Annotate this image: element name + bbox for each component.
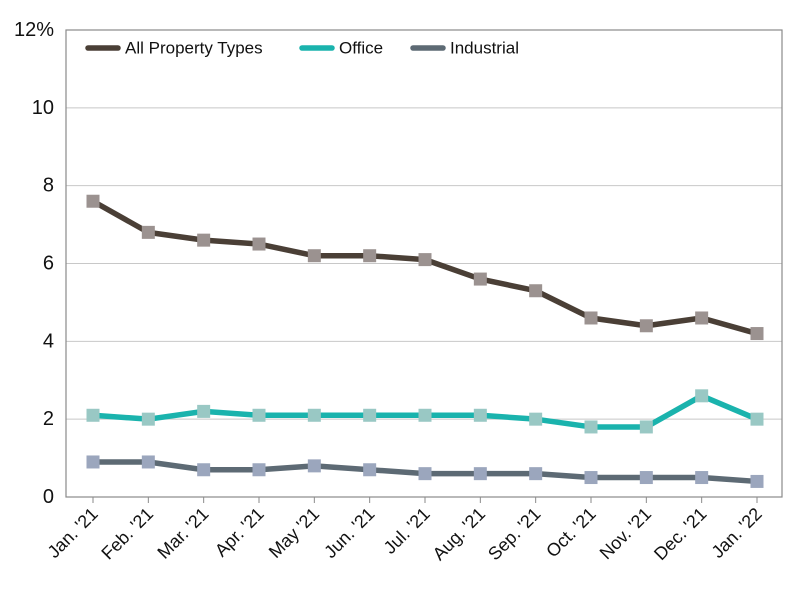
- data-point-marker: [584, 420, 598, 434]
- data-point-marker: [197, 404, 211, 418]
- data-point-marker: [86, 194, 100, 208]
- data-point-marker: [695, 471, 709, 485]
- data-point-marker: [750, 474, 764, 488]
- data-point-marker: [363, 249, 377, 263]
- x-tick-label: Nov. '21: [596, 504, 655, 563]
- data-point-marker: [750, 412, 764, 426]
- data-point-marker: [584, 471, 598, 485]
- x-tick-label: May '21: [265, 504, 323, 562]
- data-point-marker: [141, 412, 155, 426]
- data-point-marker: [529, 467, 543, 481]
- y-tick-label: 12%: [14, 19, 54, 41]
- data-point-marker: [639, 471, 653, 485]
- y-tick-label: 6: [43, 253, 54, 275]
- data-point-marker: [418, 408, 432, 422]
- data-point-marker: [141, 455, 155, 469]
- x-tick-label: Jan. '22: [708, 504, 766, 562]
- data-point-marker: [418, 253, 432, 267]
- data-point-marker: [695, 311, 709, 325]
- x-tick-label: Oct. '21: [542, 504, 600, 562]
- y-tick-label: 10: [32, 97, 54, 119]
- data-point-marker: [473, 408, 487, 422]
- series-2: [86, 455, 764, 488]
- data-point-marker: [639, 319, 653, 333]
- data-point-marker: [141, 225, 155, 239]
- data-point-marker: [584, 311, 598, 325]
- data-point-marker: [695, 389, 709, 403]
- data-point-marker: [473, 467, 487, 481]
- data-point-marker: [363, 408, 377, 422]
- data-point-marker: [639, 420, 653, 434]
- plot-frame: [65, 29, 783, 498]
- data-point-marker: [307, 459, 321, 473]
- x-tick-label: Feb. '21: [97, 504, 157, 564]
- legend: All Property Types Office Industrial: [85, 39, 519, 58]
- data-point-marker: [307, 408, 321, 422]
- data-point-marker: [252, 237, 266, 251]
- x-tick-label: Jun. '21: [320, 504, 378, 562]
- data-point-marker: [197, 463, 211, 477]
- y-axis-ticks: 0 2 4 6 8 10 12%: [14, 19, 54, 508]
- legend-label: Industrial: [450, 39, 519, 58]
- x-tick-label: Mar. '21: [153, 504, 212, 563]
- legend-label: All Property Types: [125, 39, 263, 58]
- x-tick-label: Jul. '21: [380, 504, 434, 558]
- data-point-marker: [252, 463, 266, 477]
- data-point-marker: [473, 272, 487, 286]
- data-point-marker: [86, 455, 100, 469]
- legend-label: Office: [339, 39, 383, 58]
- data-point-marker: [252, 408, 266, 422]
- data-point-marker: [750, 327, 764, 341]
- y-tick-label: 4: [43, 330, 54, 352]
- data-point-marker: [86, 408, 100, 422]
- series: [86, 194, 764, 488]
- y-tick-label: 8: [43, 175, 54, 197]
- x-tick-label: Dec. '21: [650, 504, 710, 564]
- x-tick-label: Jan. '21: [44, 504, 102, 562]
- data-point-marker: [529, 284, 543, 298]
- x-tick-label: Apr. '21: [211, 504, 268, 561]
- data-point-marker: [197, 233, 211, 247]
- y-tick-label: 2: [43, 408, 54, 430]
- series-0: [86, 194, 764, 341]
- data-point-marker: [418, 467, 432, 481]
- data-point-marker: [363, 463, 377, 477]
- series-1: [86, 389, 764, 434]
- data-point-marker: [307, 249, 321, 263]
- y-tick-label: 0: [43, 486, 54, 508]
- data-point-marker: [529, 412, 543, 426]
- series-line: [90, 198, 760, 337]
- x-tick-label: Sep. '21: [484, 504, 544, 564]
- x-tick-label: Aug. '21: [429, 504, 489, 564]
